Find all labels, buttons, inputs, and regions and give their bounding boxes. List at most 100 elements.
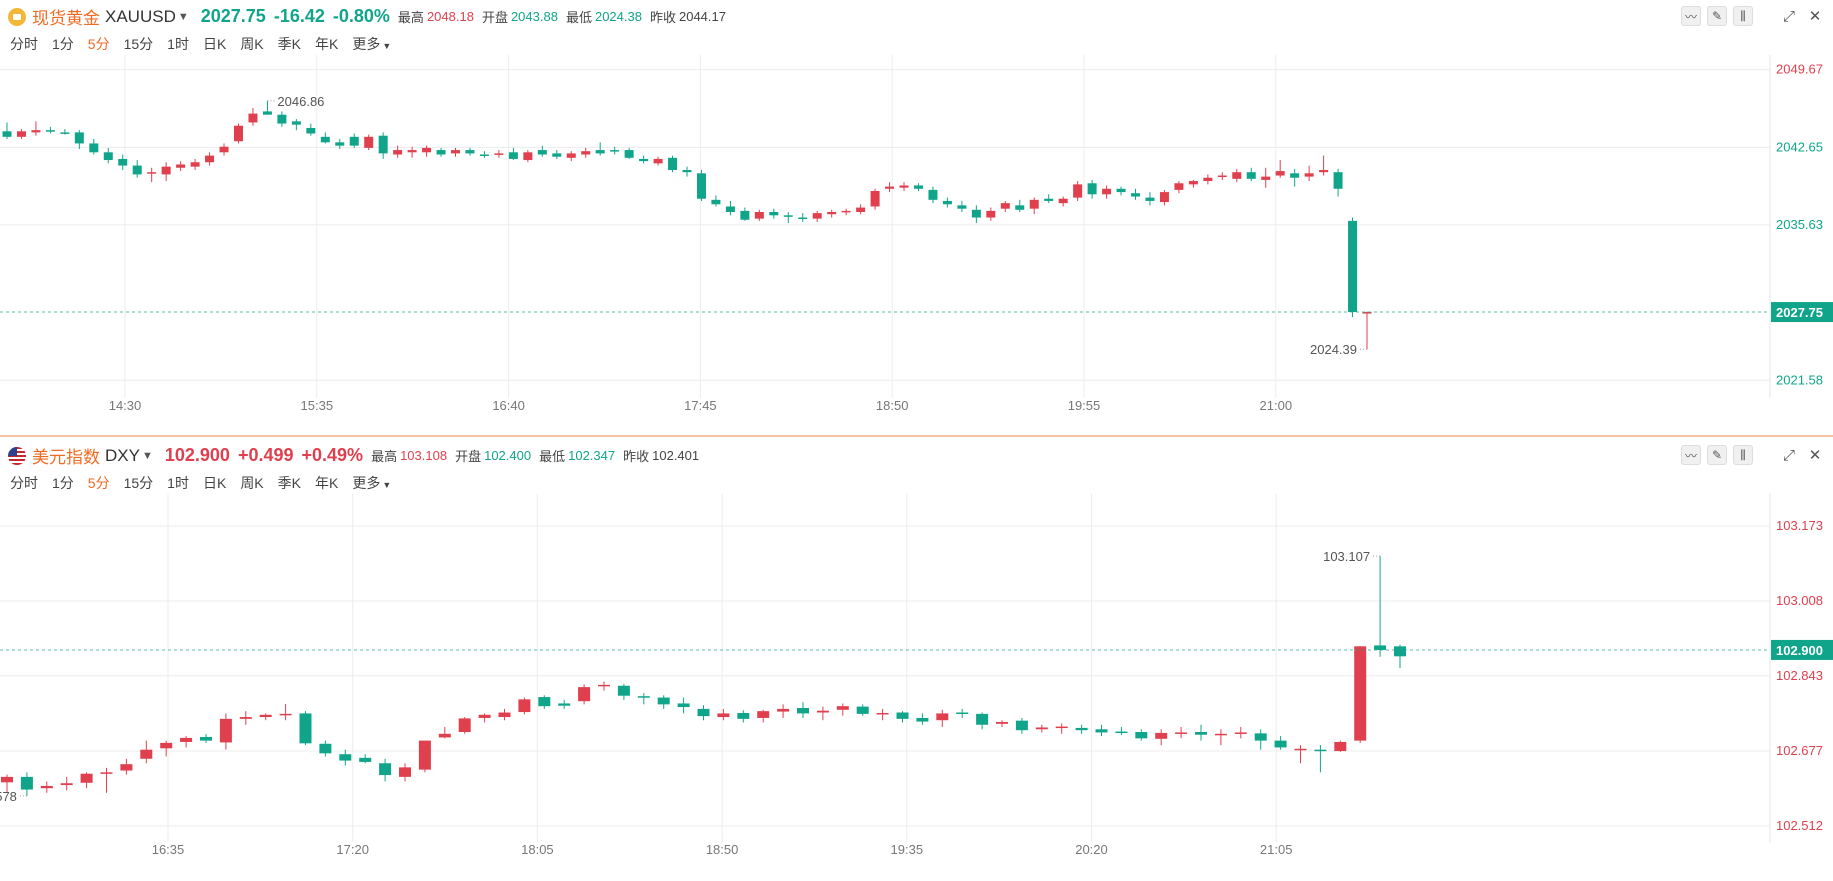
period-tab-0[interactable]: 分时: [10, 475, 38, 491]
candle-body: [976, 713, 989, 725]
candle: [1294, 745, 1307, 764]
symbol-code[interactable]: XAUUSD: [105, 6, 176, 26]
candle-body: [1254, 733, 1267, 741]
period-tab-5[interactable]: 日K: [202, 475, 227, 491]
candle-body: [697, 708, 710, 717]
price-change-pct: -0.80%: [332, 6, 390, 26]
candle: [976, 712, 989, 730]
period-tab-7[interactable]: 季K: [277, 36, 301, 52]
candle-body: [1135, 732, 1148, 739]
period-tab-8[interactable]: 年K: [315, 475, 339, 491]
candle-style-icon[interactable]: ⫼: [1733, 445, 1753, 465]
y-tick-label: 2021.58: [1776, 372, 1823, 387]
current-price: 102.900: [164, 445, 230, 465]
candle-body: [1131, 193, 1141, 197]
period-tab-2[interactable]: 5分: [87, 475, 110, 491]
candle-body: [359, 757, 372, 762]
period-tab-4[interactable]: 1时: [167, 36, 189, 52]
candle-body: [936, 713, 949, 721]
candle: [190, 158, 200, 170]
draw-pen-icon[interactable]: ✎: [1707, 445, 1727, 465]
annotation-high: 103.107: [1323, 549, 1370, 564]
period-tab-9[interactable]: 更多 ▼: [352, 475, 392, 491]
candle: [1095, 724, 1108, 737]
period-tab-3[interactable]: 15分: [123, 36, 154, 52]
candle-body: [1075, 727, 1088, 731]
candle-body: [378, 135, 388, 154]
fullscreen-icon[interactable]: ⤢: [1782, 446, 1795, 464]
candle: [1, 774, 13, 793]
candle: [277, 111, 287, 127]
period-tab-3[interactable]: 15分: [123, 475, 154, 491]
period-tab-0[interactable]: 分时: [10, 36, 38, 52]
candle-body: [696, 173, 706, 199]
candle-body: [89, 143, 99, 153]
candle-body: [1195, 732, 1207, 735]
candle-body: [306, 127, 316, 134]
candle: [1116, 186, 1126, 196]
candle: [769, 208, 779, 219]
price-change-pct: +0.49%: [301, 445, 364, 465]
candle: [1319, 155, 1329, 176]
period-tab-7[interactable]: 季K: [277, 475, 301, 491]
candle: [140, 740, 153, 764]
candle: [578, 684, 591, 705]
candle: [319, 740, 332, 757]
candle-body: [783, 215, 793, 217]
high-value: 2048.18: [426, 9, 474, 24]
candle-body: [928, 189, 938, 200]
candle-body: [1035, 727, 1048, 730]
indicator-icon[interactable]: 〰: [1681, 445, 1701, 465]
candle: [1274, 736, 1287, 750]
candle: [936, 709, 949, 728]
close-icon[interactable]: ✕: [1808, 8, 1822, 25]
candle: [1135, 729, 1148, 741]
symbol-code[interactable]: DXY: [105, 445, 140, 465]
candle: [552, 150, 562, 159]
candle-body: [598, 684, 610, 687]
period-tab-1[interactable]: 1分: [52, 36, 74, 52]
x-tick-label: 18:05: [521, 842, 554, 857]
x-tick-label: 19:35: [891, 842, 924, 857]
gold-candlestick-chart[interactable]: 2049.67 2042.65 2035.63 2021.58 14:30 15:35 16…: [0, 55, 1833, 437]
more-dropdown-icon: ▼: [382, 41, 392, 51]
candle-body: [1015, 205, 1025, 210]
candle: [668, 155, 678, 173]
candle-body: [233, 125, 243, 142]
period-tab-5[interactable]: 日K: [202, 36, 227, 52]
candle: [1073, 181, 1083, 201]
period-tab-6[interactable]: 周K: [240, 36, 264, 52]
indicator-icon[interactable]: 〰: [1681, 6, 1701, 26]
candle-body: [2, 131, 12, 137]
candle: [896, 711, 909, 723]
candle: [1261, 167, 1271, 188]
period-tab-6[interactable]: 周K: [240, 475, 264, 491]
close-icon[interactable]: ✕: [1808, 447, 1822, 464]
draw-pen-icon[interactable]: ✎: [1707, 6, 1727, 26]
candle-body: [31, 130, 41, 133]
candle-body: [1, 776, 13, 783]
candle: [1246, 167, 1256, 182]
price-change: -16.42: [273, 6, 325, 26]
candle: [422, 145, 432, 157]
candle: [1159, 189, 1169, 206]
low-label: 最低: [539, 449, 566, 464]
symbol-dropdown-icon[interactable]: ▼: [177, 10, 189, 23]
period-tab-4[interactable]: 1时: [167, 475, 189, 491]
candle-style-icon[interactable]: ⫼: [1733, 6, 1753, 26]
fullscreen-icon[interactable]: ⤢: [1782, 7, 1795, 25]
candle: [1304, 165, 1314, 182]
dxy-candlestick-chart[interactable]: 103.173 103.008 102.843 102.677 102.512 16:35…: [0, 494, 1833, 881]
symbol-dropdown-icon[interactable]: ▼: [141, 449, 153, 462]
candle: [132, 160, 142, 178]
candle-body: [1058, 198, 1068, 204]
period-tab-8[interactable]: 年K: [315, 36, 339, 52]
candle-body: [1362, 312, 1372, 314]
period-tab-1[interactable]: 1分: [52, 475, 74, 491]
candle: [407, 146, 417, 158]
candle-body: [1000, 203, 1010, 209]
period-tab-9[interactable]: 更多 ▼: [352, 36, 392, 52]
period-tab-2[interactable]: 5分: [87, 36, 110, 52]
candle-body: [103, 152, 113, 161]
chart-toolbar: 〰 ✎ ⫼ ⤢ ✕: [1681, 445, 1825, 465]
